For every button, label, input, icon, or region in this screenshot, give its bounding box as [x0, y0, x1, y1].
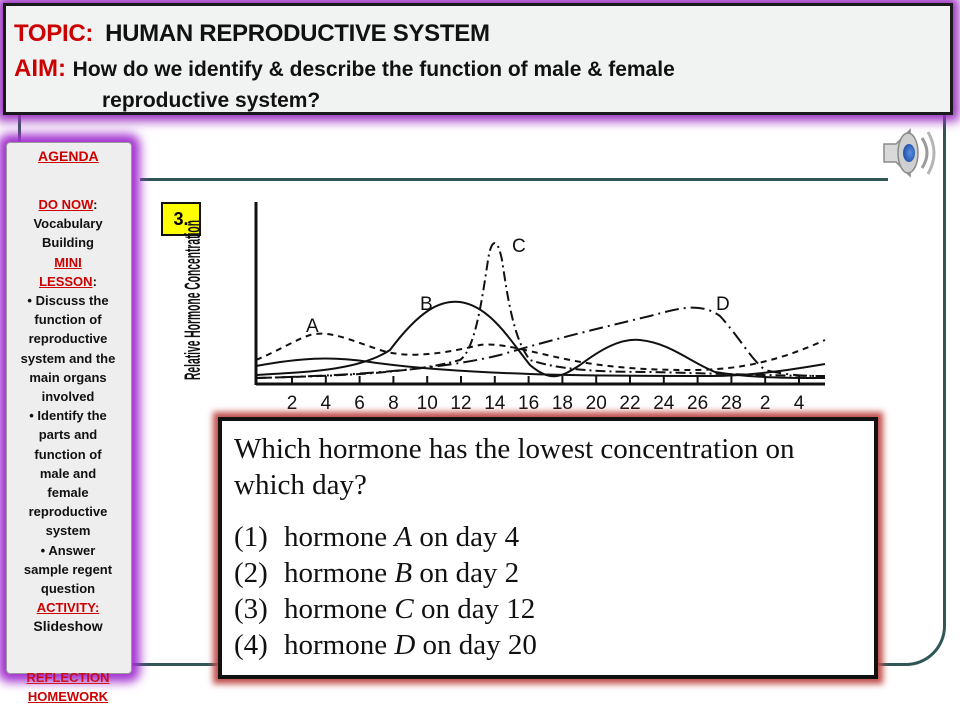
x-tick-label: 18	[552, 393, 573, 414]
do-now-text-2: Building	[42, 235, 94, 251]
bullet-1: • Discuss the	[27, 293, 109, 309]
option-4-number: (4)	[234, 629, 268, 661]
option-1-pre: hormone	[284, 521, 395, 553]
mini-label-1[interactable]: MINI	[54, 254, 82, 270]
x-tick-label: 2	[760, 393, 771, 414]
option-2[interactable]: (2) hormone B on day 2	[234, 557, 519, 590]
x-tick-label: 20	[586, 393, 607, 414]
option-4-post: on day 20	[415, 629, 537, 661]
x-tick-label: 28	[721, 393, 742, 414]
bullet-1c: reproductive	[28, 331, 108, 347]
bullet-1d: system and the	[20, 350, 116, 366]
homework-link[interactable]: HOMEWORK	[27, 689, 109, 704]
x-tick-label: 14	[484, 393, 506, 414]
series-c-curve	[255, 242, 826, 379]
option-4-pre: hormone	[284, 629, 395, 661]
option-3-post: on day 12	[413, 593, 536, 625]
question-number-badge: 3.	[161, 202, 201, 236]
series-b-curve	[255, 300, 826, 379]
x-tick-label: 8	[388, 393, 399, 414]
bullet-2e: female	[47, 485, 89, 501]
bullet-2g: system	[45, 523, 91, 539]
series-label-a: A	[306, 316, 319, 337]
x-tick-label: 2	[287, 393, 298, 414]
bullet-3c: question	[40, 581, 96, 597]
option-1-number: (1)	[234, 521, 268, 553]
x-tick-label: 26	[687, 393, 708, 414]
bullet-1e: main organs	[29, 369, 107, 385]
option-3-letter: C	[394, 593, 414, 625]
bullet-2: • Identify the	[29, 408, 107, 424]
aim-text-line2: reproductive system?	[102, 89, 321, 112]
bullet-3b: sample regent	[23, 561, 113, 577]
series-d-curve	[255, 306, 826, 379]
mini-label-2[interactable]: LESSON	[39, 273, 93, 289]
reflection-link[interactable]: REFLECTION	[26, 670, 110, 685]
option-2-letter: B	[394, 557, 413, 589]
aim-line: AIM: How do we identify & describe the f…	[14, 55, 675, 83]
series-label-b: B	[420, 294, 433, 315]
option-3[interactable]: (3) hormone C on day 12	[234, 593, 535, 626]
agenda-title: AGENDA	[38, 148, 99, 164]
speaker-icon[interactable]	[878, 122, 940, 184]
mini-colon: :	[92, 273, 97, 289]
hormone-chart: Relative Hormone Concentration 2 4 6 8 10 12 1…	[180, 202, 826, 414]
topic-line: TOPIC: HUMAN REPRODUCTIVE SYSTEM	[14, 20, 490, 48]
topic-value: HUMAN REPRODUCTIVE SYSTEM	[105, 20, 490, 47]
bullet-3: • Answer	[40, 542, 96, 558]
x-tick-label: 24	[653, 393, 675, 414]
bullet-2d: male and	[39, 465, 97, 481]
option-2-number: (2)	[234, 557, 268, 589]
do-now-text-1: Vocabulary	[33, 216, 103, 232]
option-1-post: on day 4	[412, 521, 520, 553]
option-1[interactable]: (1) hormone A on day 4	[234, 521, 519, 554]
agenda-body: DO NOW: Vocabulary Building MINI LESSON:…	[6, 195, 130, 637]
do-now-label[interactable]: DO NOW	[38, 197, 94, 212]
x-tick-label: 4	[794, 393, 805, 414]
agenda-sidebar	[6, 142, 132, 674]
x-tick-label: 6	[354, 393, 365, 414]
y-axis-label: Relative Hormone Concentration	[180, 220, 205, 380]
x-tick-label: 10	[417, 393, 438, 414]
x-tick-label: 22	[619, 393, 640, 414]
bullet-2f: reproductive	[28, 504, 108, 520]
option-3-pre: hormone	[284, 593, 395, 625]
option-4[interactable]: (4) hormone D on day 20	[234, 629, 537, 662]
do-now-colon: :	[93, 197, 98, 212]
aim-text-line1: How do we identify & describe the functi…	[72, 58, 675, 81]
series-label-c: C	[512, 236, 526, 257]
series-a-curve	[255, 332, 826, 372]
x-tick-label: 12	[450, 393, 471, 414]
bullet-2c: function of	[34, 446, 102, 462]
option-2-pre: hormone	[284, 557, 395, 589]
x-tick-label: 4	[321, 393, 332, 414]
reflection-homework: REFLECTION HOMEWORK	[6, 668, 130, 706]
option-4-letter: D	[394, 629, 416, 661]
activity-text: Slideshow	[33, 618, 103, 635]
x-tick-label: 16	[518, 393, 539, 414]
bullet-1b: function of	[34, 312, 102, 328]
divider-line	[140, 178, 888, 181]
series-label-d: D	[716, 294, 730, 315]
option-2-post: on day 2	[412, 557, 520, 589]
title-box: TOPIC: HUMAN REPRODUCTIVE SYSTEM AIM: How…	[3, 3, 953, 115]
bullet-1f: involved	[41, 389, 95, 405]
aim-label: AIM:	[14, 55, 66, 82]
activity-label[interactable]: ACTIVITY:	[36, 600, 100, 616]
question-text: Which hormone has the lowest concentrati…	[234, 433, 795, 501]
bullet-2b: parts and	[38, 427, 98, 443]
topic-label: TOPIC:	[14, 20, 94, 47]
option-3-number: (3)	[234, 593, 268, 625]
question-box: Which hormone has the lowest concentrati…	[218, 417, 878, 679]
option-1-letter: A	[394, 521, 413, 553]
